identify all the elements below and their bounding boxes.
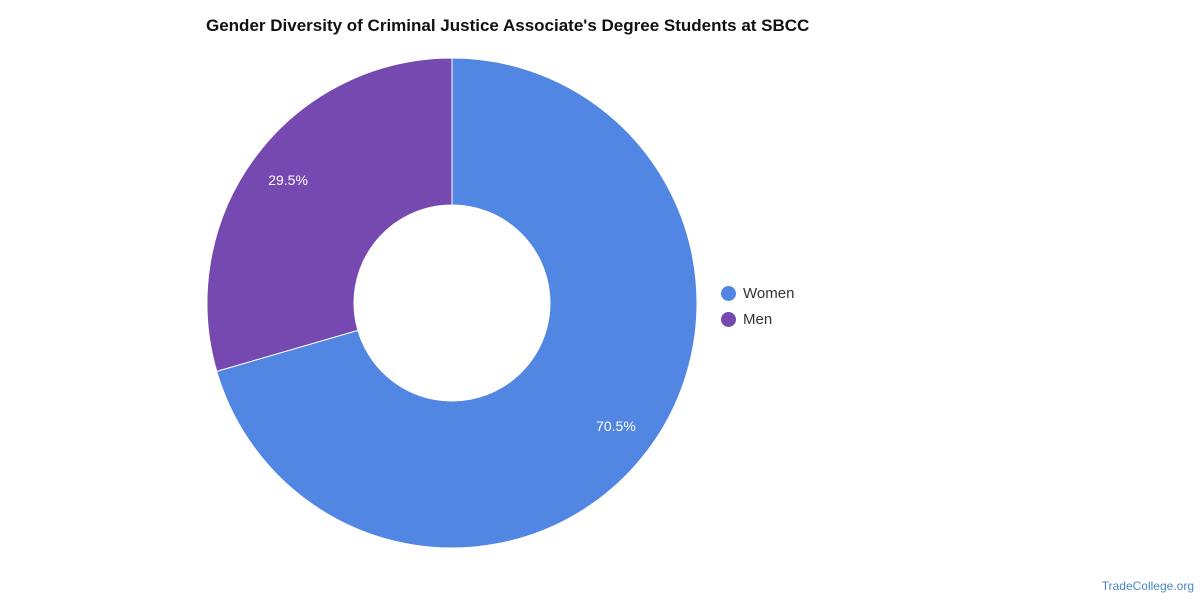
slice-label-men: 29.5%: [268, 172, 308, 188]
legend-label-men: Men: [743, 310, 773, 328]
legend-swatch-men: [721, 311, 736, 327]
legend-item-women[interactable]: Women: [721, 280, 794, 306]
legend: Women Men: [721, 280, 794, 332]
slice-women[interactable]: [216, 57, 698, 549]
source-link[interactable]: TradeCollege.org: [1101, 579, 1194, 593]
legend-label-women: Women: [743, 284, 795, 302]
slice-label-women: 70.5%: [596, 418, 636, 434]
chart-title: Gender Diversity of Criminal Justice Ass…: [206, 16, 810, 35]
slice-men[interactable]: [206, 57, 453, 372]
legend-swatch-women: [721, 285, 736, 301]
legend-item-men[interactable]: Men: [721, 306, 794, 332]
